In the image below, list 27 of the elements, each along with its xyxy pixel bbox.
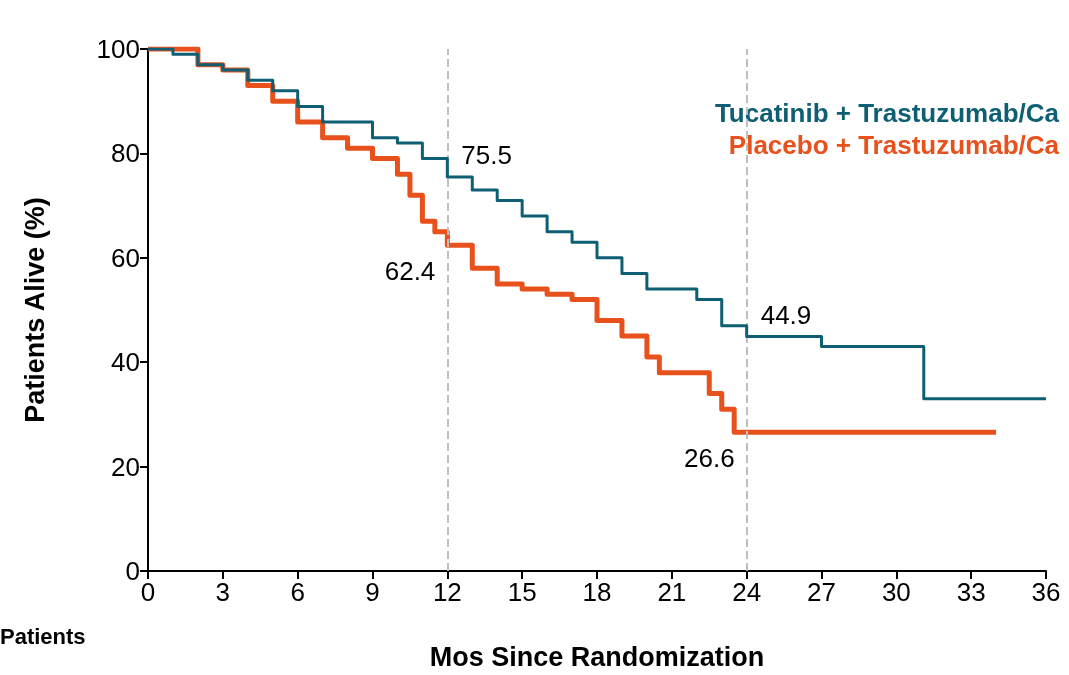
data-label: 44.9 [760, 299, 812, 330]
x-tick-label: 6 [290, 577, 305, 607]
x-tick-label: 24 [732, 577, 762, 607]
data-label: 62.4 [384, 256, 436, 287]
data-label: 75.5 [461, 139, 512, 170]
y-axis-title: Patients Alive (%) [19, 197, 50, 423]
x-tick-label: 3 [215, 577, 231, 607]
text: Tucatinib + Trastuzumab/Ca [714, 98, 1060, 128]
x-tick-label: 33 [956, 577, 986, 607]
y-tick-label: 80 [111, 138, 140, 169]
y-tick-label: 100 [96, 34, 140, 64]
x-tick-label: 21 [657, 577, 687, 607]
data-label: 26.6 [684, 443, 735, 474]
y-tick-label: 0 [125, 556, 140, 586]
x-tick-label: 18 [582, 577, 612, 607]
y-tick-label: 60 [111, 242, 140, 273]
x-tick-label: 27 [807, 577, 836, 607]
text: Placebo + Trastuzumab/Ca [728, 130, 1060, 160]
x-tick-label: 12 [432, 577, 462, 607]
x-tick-label: 30 [881, 577, 911, 607]
x-tick-label: 9 [365, 577, 380, 607]
y-tick-label: 20 [111, 451, 140, 482]
text: Patients [0, 623, 86, 649]
x-axis-title: Mos Since Randomization [429, 641, 765, 672]
x-tick-label: 36 [1031, 577, 1061, 607]
y-tick-label: 40 [111, 347, 140, 378]
x-tick-label: 15 [507, 577, 537, 607]
